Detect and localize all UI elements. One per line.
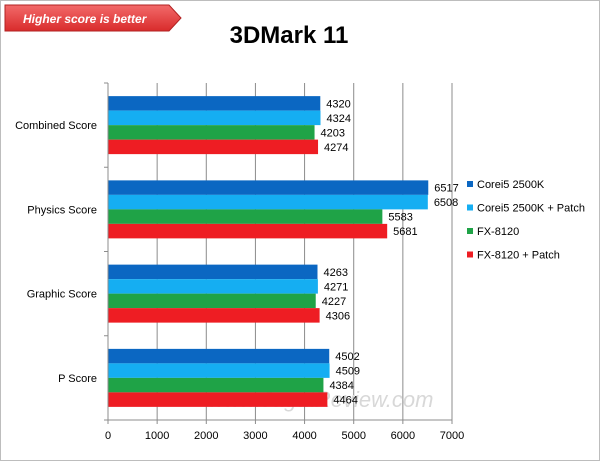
legend-label: Corei5 2500K + Patch bbox=[477, 203, 585, 215]
bar bbox=[108, 125, 315, 140]
x-tick-label: 4000 bbox=[292, 430, 316, 442]
data-label: 4271 bbox=[324, 281, 348, 293]
legend: Corei5 2500K Corei5 2500K + Patch FX-8120 F… bbox=[467, 179, 585, 262]
bar bbox=[108, 348, 330, 364]
legend-label: FX-8120 bbox=[477, 226, 519, 238]
data-label: 4274 bbox=[324, 142, 348, 154]
higher-score-badge: Higher score is better bbox=[4, 4, 182, 32]
category-label: Physics Score bbox=[27, 204, 97, 216]
bar bbox=[108, 392, 328, 407]
x-tick-label: 6000 bbox=[391, 430, 415, 442]
bar bbox=[108, 96, 321, 111]
data-label: 5583 bbox=[388, 212, 412, 224]
data-label: 4320 bbox=[326, 98, 350, 110]
data-label: 4464 bbox=[333, 395, 357, 407]
data-label: 4324 bbox=[326, 113, 350, 125]
category-label: Graphic Score bbox=[27, 289, 97, 301]
legend-swatch bbox=[467, 228, 473, 234]
legend-swatch bbox=[467, 204, 473, 211]
x-tick-label: 1000 bbox=[145, 430, 169, 442]
legend-swatch bbox=[467, 251, 473, 258]
bar bbox=[108, 139, 319, 155]
x-tick-label: 0 bbox=[105, 430, 111, 442]
bar bbox=[108, 293, 316, 309]
legend-label: FX-8120 + Patch bbox=[477, 250, 560, 262]
bar bbox=[108, 264, 318, 280]
axis-layer: 0 1000 2000 3000 4000 5000 6000 7000 Combined Sc… bbox=[15, 82, 464, 442]
bar bbox=[108, 180, 429, 195]
bar bbox=[108, 110, 321, 126]
data-label: 4263 bbox=[323, 267, 347, 279]
bar bbox=[108, 194, 428, 210]
bar-layer: 4320 4324 4203 4274 6517 6508 5583 5681 4263 4271… bbox=[108, 96, 459, 407]
legend-swatch bbox=[467, 181, 473, 187]
data-label: 4203 bbox=[321, 127, 345, 139]
category-label: P Score bbox=[58, 373, 97, 385]
data-label: 4384 bbox=[329, 380, 353, 392]
data-label: 4227 bbox=[322, 296, 346, 308]
bar bbox=[108, 223, 388, 239]
data-label: 4502 bbox=[335, 351, 359, 363]
legend-label: Corei5 2500K bbox=[477, 179, 545, 191]
data-label: 6508 bbox=[434, 197, 458, 209]
category-label: Combined Score bbox=[15, 120, 97, 132]
x-tick-label: 5000 bbox=[341, 430, 365, 442]
chart-title: 3DMark 11 bbox=[230, 22, 349, 49]
bar bbox=[108, 308, 320, 323]
x-tick-label: 7000 bbox=[440, 430, 464, 442]
data-label: 6517 bbox=[434, 183, 458, 195]
x-tick-label: 3000 bbox=[243, 430, 267, 442]
data-label: 4306 bbox=[326, 310, 350, 322]
bar bbox=[108, 279, 318, 294]
badge-text: Higher score is better bbox=[23, 12, 148, 26]
data-label: 5681 bbox=[393, 226, 417, 238]
bar bbox=[108, 209, 383, 224]
x-tick-label: 2000 bbox=[194, 430, 218, 442]
data-label: 4509 bbox=[336, 366, 360, 378]
badge-arrow-shape bbox=[4, 4, 182, 32]
bar bbox=[108, 363, 330, 378]
bar bbox=[108, 377, 324, 393]
